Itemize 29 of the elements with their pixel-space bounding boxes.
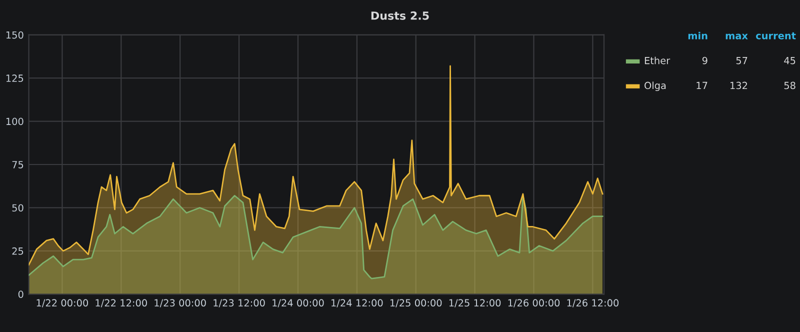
y-tick-label: 150 (6, 31, 24, 39)
x-tick-label: 1/25 12:00 (449, 299, 501, 308)
text: 58 (784, 82, 796, 90)
x-tick-label: 1/22 00:00 (36, 299, 88, 308)
text: 57 (736, 57, 748, 64)
chart-title: Dusts 2.5 (371, 11, 429, 20)
y-tick-label: 125 (6, 74, 24, 82)
x-tick-label: 1/24 12:00 (332, 299, 383, 308)
y-tick-label: 75 (12, 161, 24, 168)
y-tick-label: 0 (18, 290, 24, 298)
x-tick-label: 1/23 12:00 (214, 299, 265, 308)
text: 17 (696, 82, 708, 90)
text: 9 (702, 56, 708, 64)
y-tick-label: 100 (6, 118, 24, 126)
y-tick-label: 50 (12, 204, 24, 212)
y-tick-label: 25 (12, 247, 24, 255)
text: min (688, 32, 708, 40)
text: 45 (784, 57, 796, 64)
x-tick-label: 1/26 00:00 (508, 299, 560, 308)
x-tick-label: 1/25 00:00 (390, 299, 442, 308)
x-tick-label: 1/26 12:00 (567, 299, 619, 308)
text: current (756, 32, 796, 40)
legend-label: Ether (644, 56, 670, 64)
x-tick-label: 1/23 00:00 (154, 299, 206, 308)
x-tick-label: 1/22 12:00 (96, 299, 147, 308)
text: 132 (730, 82, 748, 90)
x-tick-label: 1/24 00:00 (272, 299, 324, 308)
text: max (726, 34, 748, 40)
legend-label: Olga (644, 82, 666, 92)
